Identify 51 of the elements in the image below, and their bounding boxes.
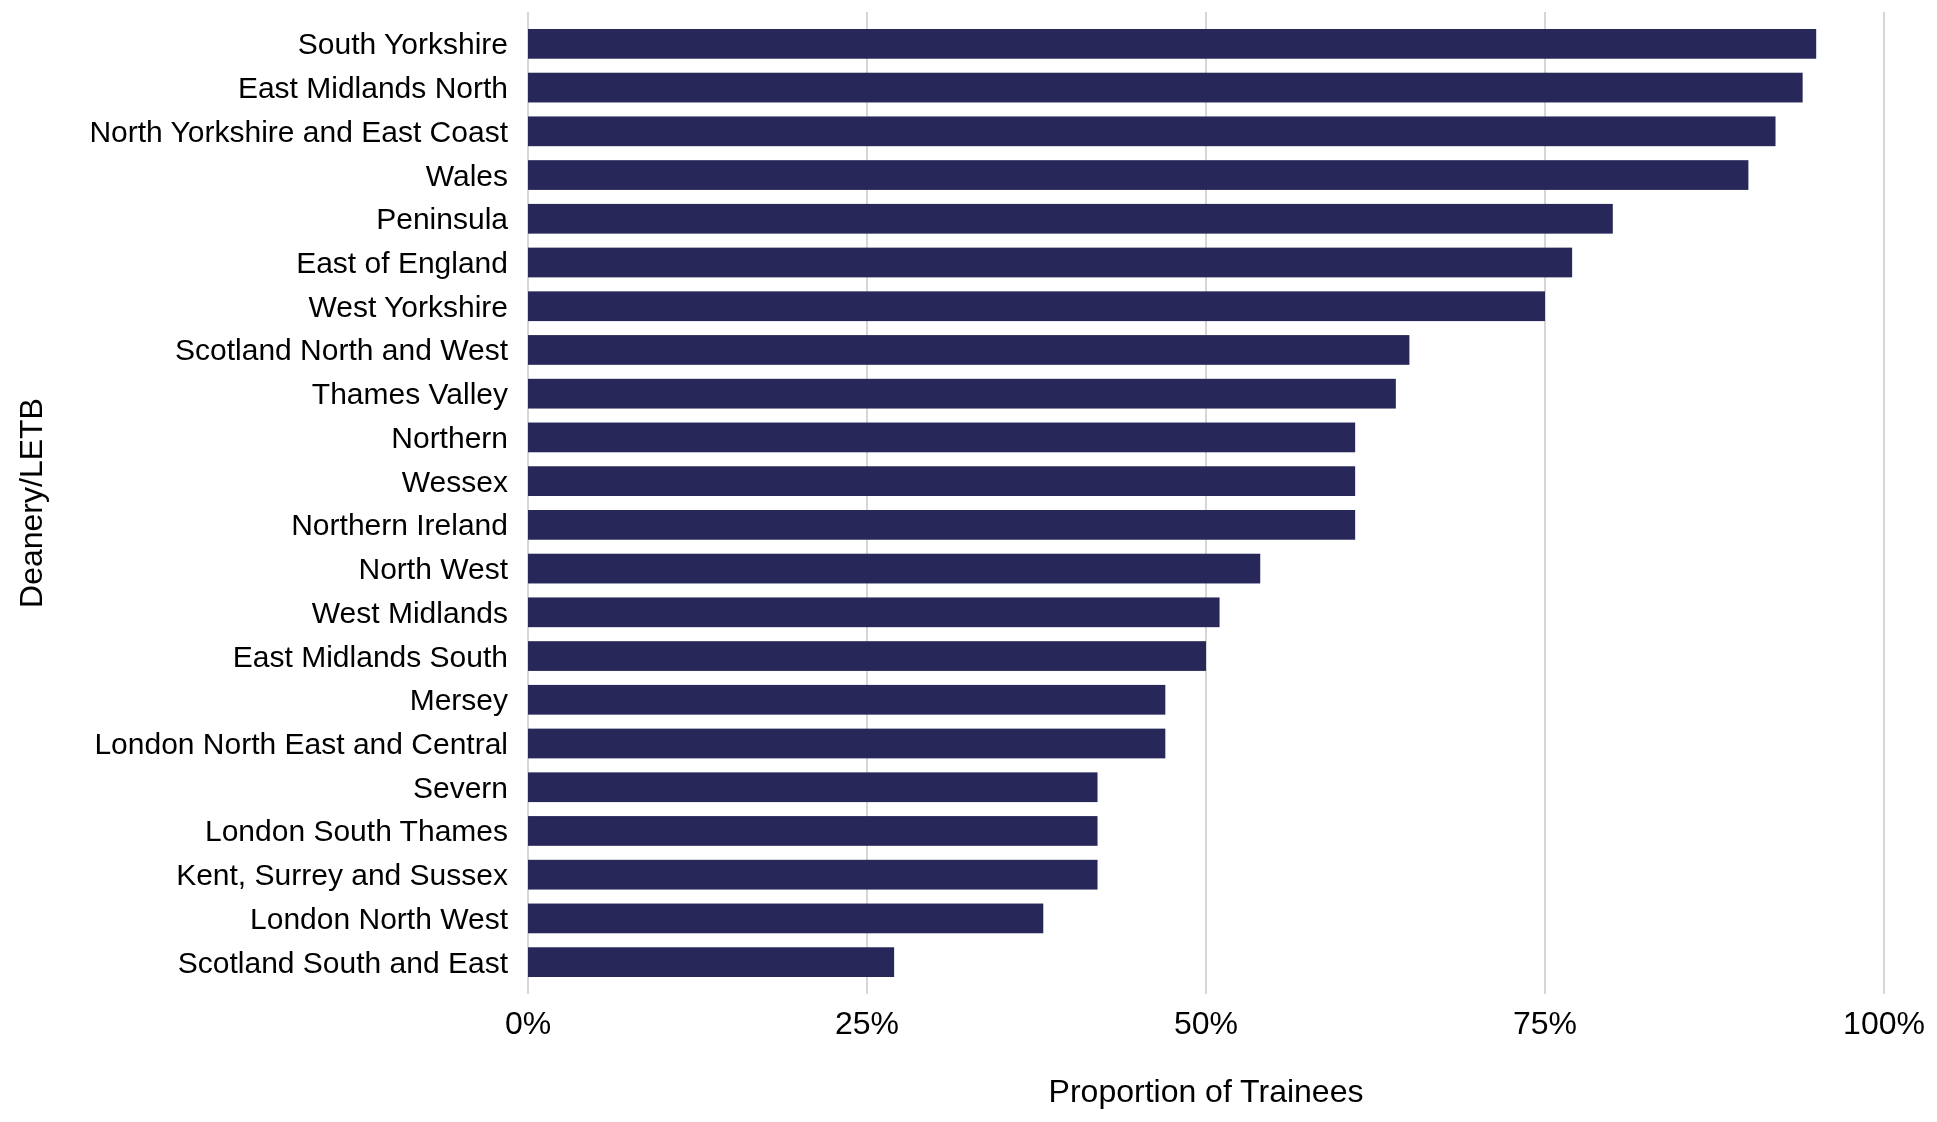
bar xyxy=(528,203,1613,234)
y-tick-label: London South Thames xyxy=(204,814,508,848)
y-tick-label: North West xyxy=(358,552,509,586)
bar xyxy=(528,728,1166,759)
y-tick-label: North Yorkshire and East Coast xyxy=(89,114,509,148)
bar xyxy=(528,29,1817,59)
y-tick-label: West Yorkshire xyxy=(308,289,508,323)
bar xyxy=(528,903,1044,934)
y-tick-label: Wessex xyxy=(401,464,508,498)
bar xyxy=(528,553,1261,584)
bar xyxy=(528,947,895,977)
y-tick-label: Northern Ireland xyxy=(291,508,508,542)
bar xyxy=(528,335,1410,365)
y-tick-label: East of England xyxy=(296,246,508,279)
y-tick-label: Peninsula xyxy=(376,202,509,236)
y-tick-label: Scotland North and West xyxy=(175,333,509,367)
y-tick-label: Wales xyxy=(425,158,508,192)
y-tick-label: West Midlands xyxy=(311,595,508,629)
x-tick-label: 25% xyxy=(834,1005,900,1041)
x-tick-label: 100% xyxy=(1843,1005,1925,1041)
y-tick-label: London North West xyxy=(250,901,509,935)
x-tick-label: 0% xyxy=(504,1005,552,1041)
y-tick-label: London North East and Central xyxy=(94,727,508,760)
bar xyxy=(528,684,1166,715)
bar xyxy=(528,772,1098,803)
y-tick-label: Scotland South and East xyxy=(177,945,509,979)
bar xyxy=(528,641,1206,671)
bar xyxy=(528,116,1776,147)
y-tick-label: East Midlands North xyxy=(237,71,508,105)
bar xyxy=(528,597,1220,628)
y-tick-label: South Yorkshire xyxy=(297,27,508,61)
bar xyxy=(528,816,1098,846)
y-tick-label: Mersey xyxy=(409,683,508,717)
bar xyxy=(528,422,1356,453)
y-tick-label: Kent, Surrey and Sussex xyxy=(176,858,508,892)
bar xyxy=(528,72,1803,103)
x-axis-title: Proportion of Trainees xyxy=(1048,1073,1364,1109)
y-tick-label: Northern xyxy=(391,420,508,454)
bar xyxy=(528,291,1545,322)
x-tick-label: 75% xyxy=(1512,1005,1578,1041)
y-tick-label: Severn xyxy=(412,770,508,804)
y-axis-title: Deanery/LETB xyxy=(13,398,49,608)
y-tick-label: Thames Valley xyxy=(311,377,508,411)
bar xyxy=(528,247,1573,278)
bar xyxy=(528,859,1098,890)
bar xyxy=(528,510,1356,540)
x-tick-label: 50% xyxy=(1173,1005,1239,1041)
bar xyxy=(528,378,1396,409)
bar xyxy=(528,466,1356,496)
bar xyxy=(528,160,1749,190)
y-tick-label: East Midlands South xyxy=(232,639,508,673)
